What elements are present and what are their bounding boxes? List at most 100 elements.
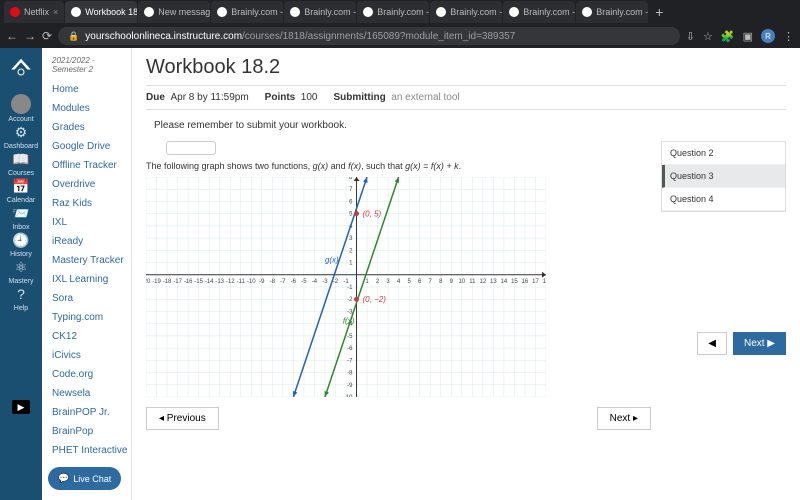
svg-text:-3: -3 <box>322 279 328 285</box>
course-nav-link[interactable]: Offline Tracker <box>42 156 131 175</box>
menu-icon[interactable]: ⋮ <box>783 30 794 43</box>
browser-tab[interactable]: Brainly.com -× <box>576 1 648 23</box>
svg-text:-6: -6 <box>291 279 297 285</box>
svg-text:18: 18 <box>543 279 546 285</box>
live-chat-button[interactable]: 💬 Live Chat <box>48 467 121 490</box>
tab-bar: Netflix×Workbook 18.×New message!×Brainl… <box>0 0 800 24</box>
course-nav-link[interactable]: Mastery Tracker <box>42 251 131 270</box>
browser-chrome: Netflix×Workbook 18.×New message!×Brainl… <box>0 0 800 48</box>
course-nav-link[interactable]: Google Drive <box>42 137 131 156</box>
course-nav-link[interactable]: PHET Interactive <box>42 441 131 460</box>
global-nav-dashboard[interactable]: ⚙Dashboard <box>4 123 38 150</box>
course-nav-link[interactable]: iReady <box>42 232 131 251</box>
bookmark-icon[interactable]: ☆ <box>703 30 713 43</box>
course-nav-link[interactable]: Typing.com <box>42 308 131 327</box>
course-nav-link[interactable]: Newsela <box>42 384 131 403</box>
tab-label: Brainly.com - <box>304 7 356 17</box>
course-nav-link[interactable]: Modules <box>42 99 131 118</box>
url-input[interactable]: 🔒 yourschoolonlineca.instructure.com/cou… <box>58 27 680 45</box>
browser-tab[interactable]: Netflix × <box>4 1 64 23</box>
svg-text:-18: -18 <box>163 279 172 285</box>
global-nav-inbox[interactable]: 📨Inbox <box>4 204 38 231</box>
svg-text:6: 6 <box>418 279 422 285</box>
favicon-icon <box>10 7 20 17</box>
book-icon: 📖 <box>12 150 30 168</box>
global-nav-label: Inbox <box>12 224 29 231</box>
global-nav-help[interactable]: ?Help <box>4 285 38 312</box>
global-nav-history[interactable]: 🕘History <box>4 231 38 258</box>
install-icon[interactable]: ⇩ <box>686 30 695 43</box>
global-nav-label: History <box>10 251 32 258</box>
browser-tab[interactable]: Brainly.com -× <box>430 1 502 23</box>
school-logo <box>8 56 34 76</box>
course-nav-link[interactable]: BrainPop <box>42 422 131 441</box>
cal-icon: 📅 <box>12 177 30 195</box>
next-assignment-button[interactable]: Next ▸ <box>597 407 651 430</box>
svg-text:1: 1 <box>365 279 369 285</box>
term-label: 2021/2022 - Semester 2 <box>42 54 131 80</box>
course-nav-link[interactable]: Grades <box>42 118 131 137</box>
profile-avatar[interactable]: R <box>761 29 775 43</box>
tab-label: Netflix <box>24 7 49 17</box>
global-nav-courses[interactable]: 📖Courses <box>4 150 38 177</box>
global-nav-account[interactable]: Account <box>4 94 38 123</box>
panel-icon[interactable]: ▣ <box>743 30 753 43</box>
course-nav-link[interactable]: BrainPOP Jr. <box>42 403 131 422</box>
browser-tab[interactable]: Brainly.com -× <box>284 1 356 23</box>
global-nav-label: Calendar <box>7 197 35 204</box>
close-icon[interactable]: × <box>53 7 58 17</box>
question-list-item[interactable]: Question 4 <box>662 188 785 211</box>
svg-text:17: 17 <box>532 279 539 285</box>
forward-button[interactable]: → <box>24 29 36 43</box>
svg-text:13: 13 <box>490 279 497 285</box>
page-title: Workbook 18.2 <box>146 56 786 79</box>
course-nav-link[interactable]: IXL Learning <box>42 270 131 289</box>
browser-tab[interactable]: New message!× <box>138 1 210 23</box>
svg-text:-10: -10 <box>344 395 353 397</box>
course-nav-link[interactable]: Raz Kids <box>42 194 131 213</box>
assignment-meta: Due Apr 8 by 11:59pm Points 100 Submitti… <box>146 85 786 110</box>
global-nav-mastery[interactable]: ⚛Mastery <box>4 258 38 285</box>
question-list-item[interactable]: Question 3 <box>662 165 785 188</box>
svg-text:-2: -2 <box>347 297 353 303</box>
svg-text:-5: -5 <box>301 279 307 285</box>
url-host: yourschoolonlineca.instructure.com <box>85 31 242 42</box>
question-next-button[interactable]: Next ▶ <box>733 332 786 355</box>
remnant-control[interactable] <box>166 141 216 155</box>
svg-text:-7: -7 <box>347 358 353 364</box>
question-list: Question 2Question 3Question 4 <box>661 141 786 212</box>
reload-button[interactable]: ⟳ <box>42 29 52 43</box>
question-list-item[interactable]: Question 2 <box>662 142 785 165</box>
back-button[interactable]: ← <box>6 29 18 43</box>
extensions-icon[interactable]: 🧩 <box>721 30 735 43</box>
course-nav-link[interactable]: CK12 <box>42 327 131 346</box>
global-nav-calendar[interactable]: 📅 Calendar <box>4 177 38 204</box>
collapse-toggle[interactable]: ▶ <box>12 400 30 414</box>
svg-text:10: 10 <box>458 279 465 285</box>
course-nav-link[interactable]: Sora <box>42 289 131 308</box>
tab-label: Brainly.com - <box>523 7 575 17</box>
browser-tab[interactable]: Brainly.com -× <box>503 1 575 23</box>
question-prev-button[interactable]: ◀ <box>697 332 727 355</box>
global-nav: Account⚙Dashboard📖Courses📅 Calendar📨Inbox… <box>0 48 42 500</box>
svg-text:-5: -5 <box>347 334 353 340</box>
course-nav-link[interactable]: IXL <box>42 213 131 232</box>
svg-text:-9: -9 <box>259 279 265 285</box>
svg-text:15: 15 <box>511 279 518 285</box>
browser-tab[interactable]: Workbook 18.× <box>65 1 137 23</box>
new-tab-button[interactable]: + <box>649 4 669 20</box>
course-nav-link[interactable]: iCivics <box>42 346 131 365</box>
global-nav-label: Mastery <box>9 278 34 285</box>
browser-tab[interactable]: Brainly.com -× <box>211 1 283 23</box>
graph: -20-19-18-17-16-15-14-13-12-11-10-9-8-7-… <box>146 177 546 397</box>
svg-text:5: 5 <box>349 212 353 218</box>
previous-button[interactable]: ◂ Previous <box>146 407 219 430</box>
live-chat-label: Live Chat <box>73 474 111 484</box>
svg-text:-6: -6 <box>347 346 353 352</box>
course-nav-link[interactable]: Overdrive <box>42 175 131 194</box>
svg-text:2: 2 <box>349 248 353 254</box>
main-content: Workbook 18.2 Due Apr 8 by 11:59pm Point… <box>132 48 800 500</box>
browser-tab[interactable]: Brainly.com -× <box>357 1 429 23</box>
course-nav-link[interactable]: Code.org <box>42 365 131 384</box>
course-nav-link[interactable]: Home <box>42 80 131 99</box>
